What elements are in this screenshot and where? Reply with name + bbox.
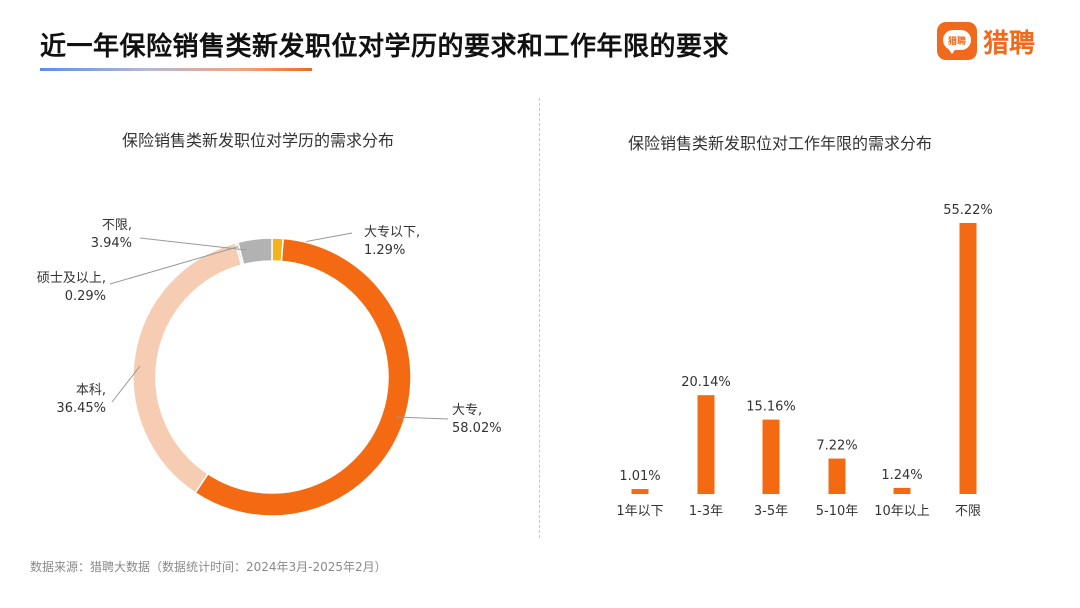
bar-value-label: 20.14% — [681, 375, 731, 390]
bar-category-label: 3-5年 — [754, 504, 788, 519]
bar-value-label: 1.24% — [881, 468, 922, 483]
bar-value-label: 1.01% — [619, 469, 660, 484]
donut-slice — [194, 237, 412, 517]
bar — [828, 458, 846, 494]
donut-slice — [132, 241, 243, 494]
bar-category-label: 1-3年 — [689, 504, 723, 519]
bar — [959, 223, 977, 494]
bar-value-label: 55.22% — [943, 203, 993, 218]
leader-line — [109, 244, 245, 285]
bar-category-label: 1年以下 — [616, 504, 663, 519]
brand-name: 猎聘 — [983, 28, 1036, 59]
slice-label: 大专, — [452, 403, 482, 418]
bar-category-label: 5-10年 — [816, 504, 859, 519]
bar — [893, 487, 911, 494]
title-underline — [40, 68, 312, 71]
page-title: 近一年保险销售类新发职位对学历的要求和工作年限的要求 — [40, 32, 730, 62]
bar-value-label: 7.22% — [816, 439, 857, 454]
slice-percent: 3.94% — [91, 236, 132, 251]
slice-label: 本科, — [76, 383, 106, 398]
donut-slice — [237, 237, 273, 266]
bar-category-label: 不限 — [955, 504, 981, 519]
bar — [631, 489, 649, 494]
donut-chart-title: 保险销售类新发职位对学历的需求分布 — [122, 131, 395, 150]
slice-label: 不限, — [102, 218, 132, 233]
slice-percent: 1.29% — [364, 243, 405, 258]
panel-divider — [539, 98, 540, 538]
leader-line — [139, 237, 247, 251]
brand-icon-text: 猎聘 — [943, 30, 971, 50]
bar-chart-title: 保险销售类新发职位对工作年限的需求分布 — [628, 134, 933, 153]
slice-label: 硕士及以上, — [37, 271, 106, 286]
bar — [762, 419, 780, 494]
leader-line — [111, 365, 141, 403]
slice-percent: 58.02% — [452, 421, 502, 436]
bar — [697, 395, 715, 494]
slice-percent: 36.45% — [56, 401, 106, 416]
slice-label: 大专以下, — [364, 225, 420, 240]
data-source-note: 数据来源：猎聘大数据（数据统计时间：2024年3月-2025年2月） — [30, 560, 387, 574]
chat-bubble-icon: 猎聘 — [937, 22, 977, 60]
slice-percent: 0.29% — [65, 289, 106, 304]
bar-value-label: 15.16% — [746, 400, 796, 415]
brand-logo: 猎聘 猎聘 — [937, 22, 1035, 60]
leader-line — [395, 416, 449, 420]
bar-category-label: 10年以上 — [874, 504, 930, 519]
